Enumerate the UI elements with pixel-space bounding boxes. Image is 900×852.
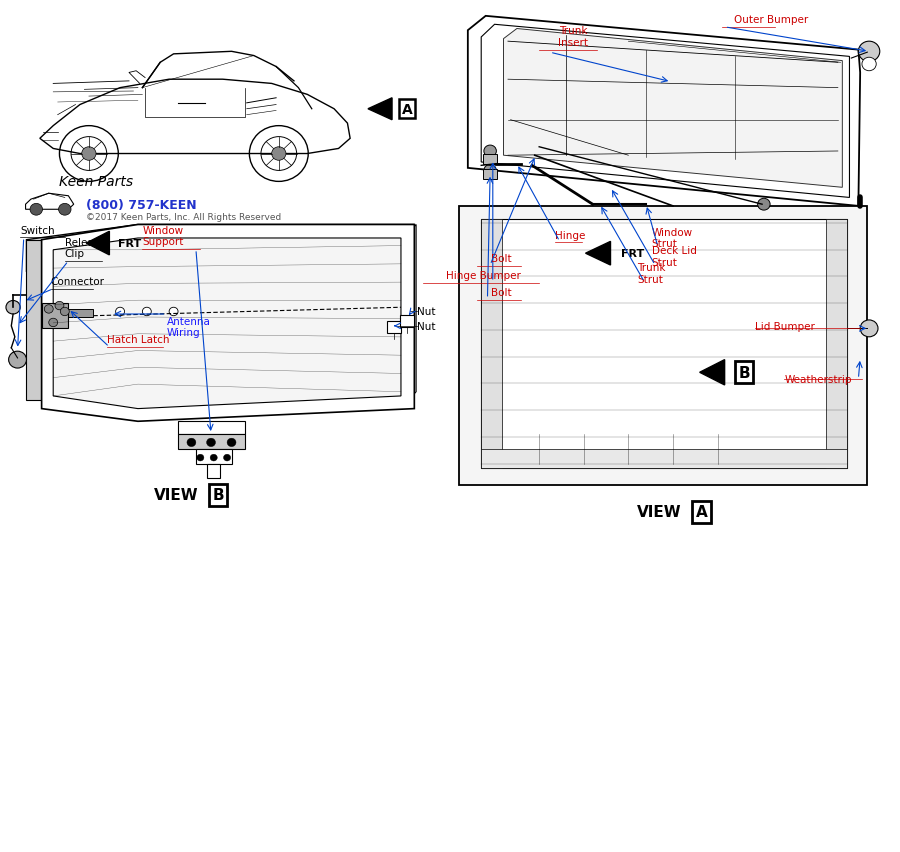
Circle shape: [272, 147, 286, 161]
Polygon shape: [178, 435, 245, 450]
Bar: [483, 170, 498, 180]
Text: ©2017 Keen Parts, Inc. All Rights Reserved: ©2017 Keen Parts, Inc. All Rights Reserv…: [86, 212, 282, 222]
Polygon shape: [178, 422, 245, 435]
Text: Window
Strut: Window Strut: [652, 227, 693, 249]
Text: Release
Clip: Release Clip: [65, 238, 105, 259]
Circle shape: [55, 302, 64, 310]
Text: Antenna
Wiring: Antenna Wiring: [166, 316, 211, 338]
Text: Bolt: Bolt: [491, 254, 512, 264]
Circle shape: [6, 301, 20, 314]
Polygon shape: [482, 219, 501, 469]
Circle shape: [30, 204, 42, 216]
Text: A: A: [696, 504, 707, 520]
Text: Switch: Switch: [20, 225, 55, 235]
Text: Nut: Nut: [417, 307, 436, 317]
Circle shape: [484, 146, 497, 158]
Polygon shape: [826, 219, 847, 469]
Circle shape: [58, 204, 71, 216]
Text: Hinge Bumper: Hinge Bumper: [446, 271, 521, 281]
Polygon shape: [368, 99, 392, 121]
Text: Trunk
Strut: Trunk Strut: [637, 262, 666, 285]
Text: FRT: FRT: [118, 239, 141, 249]
Circle shape: [115, 308, 124, 316]
Text: Lid Bumper: Lid Bumper: [755, 321, 815, 331]
Text: Keen Parts: Keen Parts: [59, 175, 133, 188]
Circle shape: [862, 58, 877, 72]
Text: B: B: [212, 487, 224, 503]
Circle shape: [484, 165, 497, 177]
Text: Hinge: Hinge: [555, 230, 586, 240]
Polygon shape: [208, 464, 220, 478]
Polygon shape: [482, 219, 847, 469]
Circle shape: [82, 147, 96, 161]
Text: Trunk
Insert: Trunk Insert: [558, 26, 588, 48]
Polygon shape: [468, 17, 860, 207]
Polygon shape: [196, 450, 231, 464]
Text: Weatherstrip: Weatherstrip: [785, 375, 852, 384]
Circle shape: [210, 455, 217, 462]
Circle shape: [223, 455, 230, 462]
Circle shape: [169, 308, 178, 316]
Circle shape: [187, 439, 196, 447]
Bar: [483, 155, 498, 165]
Text: Bolt: Bolt: [491, 288, 512, 297]
Text: FRT: FRT: [621, 249, 644, 259]
Polygon shape: [586, 242, 610, 266]
Text: Connector: Connector: [50, 277, 104, 287]
Text: Window
Support: Window Support: [142, 226, 184, 247]
Polygon shape: [459, 207, 868, 485]
Text: Hatch Latch: Hatch Latch: [107, 335, 169, 345]
Polygon shape: [482, 450, 847, 469]
Polygon shape: [699, 360, 725, 385]
Text: Nut: Nut: [417, 321, 436, 331]
Text: Deck Lid
Strut: Deck Lid Strut: [652, 246, 697, 268]
Text: B: B: [738, 366, 750, 380]
Polygon shape: [26, 225, 414, 273]
Circle shape: [860, 320, 878, 337]
Polygon shape: [482, 26, 850, 199]
Circle shape: [484, 154, 497, 166]
Circle shape: [44, 305, 53, 314]
Polygon shape: [53, 309, 94, 318]
Text: A: A: [401, 102, 412, 117]
Polygon shape: [401, 225, 416, 409]
Bar: [400, 315, 414, 327]
Polygon shape: [86, 232, 110, 256]
Polygon shape: [41, 303, 68, 329]
Text: VIEW: VIEW: [154, 487, 199, 503]
Circle shape: [9, 352, 26, 369]
Text: Outer Bumper: Outer Bumper: [734, 15, 808, 26]
Bar: [387, 321, 401, 333]
Circle shape: [227, 439, 236, 447]
Polygon shape: [503, 30, 842, 188]
Circle shape: [49, 319, 58, 327]
Circle shape: [60, 308, 69, 316]
Circle shape: [207, 439, 215, 447]
Text: VIEW: VIEW: [637, 504, 682, 520]
Polygon shape: [41, 225, 414, 422]
Circle shape: [758, 199, 770, 210]
Circle shape: [142, 308, 151, 316]
Circle shape: [197, 455, 204, 462]
Circle shape: [859, 42, 880, 62]
Text: (800) 757-KEEN: (800) 757-KEEN: [86, 199, 197, 211]
Polygon shape: [53, 239, 401, 409]
Polygon shape: [26, 240, 41, 400]
